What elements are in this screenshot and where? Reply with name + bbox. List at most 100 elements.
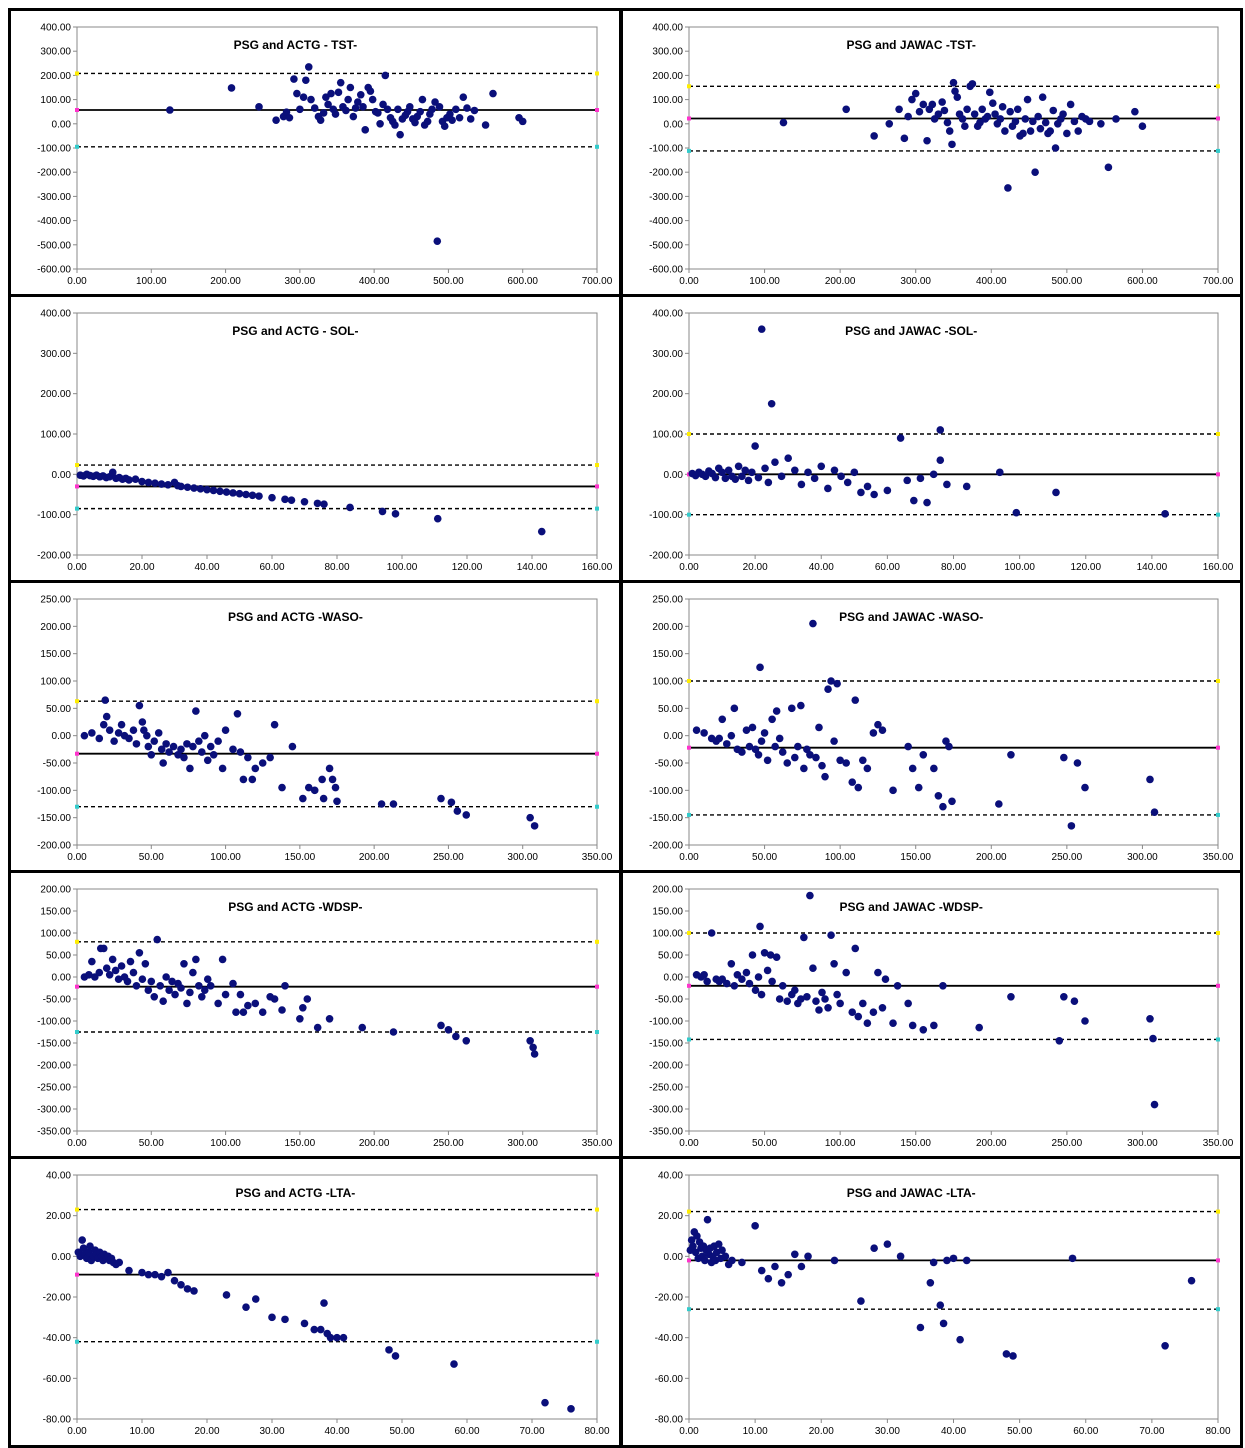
data-point (754, 473, 763, 482)
data-point (738, 472, 746, 481)
x-tick-label: 80.00 (584, 1426, 609, 1437)
data-point (433, 514, 442, 523)
data-point (1031, 168, 1039, 176)
data-point (117, 720, 126, 729)
data-point (186, 988, 194, 997)
mean-line-end-marker (1216, 983, 1220, 988)
data-point (385, 1346, 393, 1354)
charts-grid: 400.00 300.00 200.00 100.00 0.00 -100.00 -200.… (8, 8, 1243, 1448)
data-point (943, 1256, 951, 1265)
data-point (299, 1004, 307, 1012)
data-point (206, 982, 215, 990)
lower-line-end-marker (75, 506, 79, 511)
data-point (988, 99, 997, 108)
data-point (908, 1021, 917, 1030)
data-point (800, 933, 808, 942)
data-point (232, 1008, 240, 1016)
data-point (319, 109, 328, 117)
data-point (302, 76, 310, 85)
data-point (325, 764, 334, 773)
data-point (379, 100, 387, 109)
data-point (991, 110, 999, 118)
data-point (366, 87, 375, 95)
data-point (196, 485, 205, 493)
data-point (857, 1297, 865, 1305)
data-point (156, 982, 164, 990)
data-point (727, 960, 736, 968)
y-tick-label: -100.00 (649, 510, 683, 521)
upper-line-end-marker (595, 463, 599, 468)
data-point (168, 977, 176, 986)
x-tick-label: 50.00 (752, 1138, 777, 1149)
y-tick-label: 300.00 (652, 349, 683, 360)
x-tick-label: 0.00 (67, 852, 87, 863)
data-point (203, 756, 212, 765)
chart-panel-6: 250.00 200.00 150.00 100.00 50.00 0.00 -50.00 -… (620, 580, 1243, 874)
data-point (244, 753, 252, 762)
data-point (948, 797, 956, 806)
chart-panel-10: 40.00 20.00 0.00 -20.00 -40.00 -60.00 -80.00 0.… (620, 1156, 1243, 1448)
data-point (810, 474, 819, 483)
data-point (304, 63, 313, 71)
upper-line-end-marker (595, 71, 599, 76)
data-point (771, 458, 779, 467)
data-point (693, 1232, 701, 1240)
lower-line-end-marker (595, 804, 599, 809)
data-point (827, 677, 835, 685)
data-point (830, 466, 839, 475)
data-point (304, 783, 313, 792)
chart-title: PSG and ACTG -WASO- (228, 610, 363, 624)
data-point (229, 979, 237, 988)
data-point (270, 995, 279, 1003)
data-point (949, 1254, 958, 1263)
data-point (1059, 110, 1067, 118)
x-tick-label: 40.00 (194, 562, 219, 573)
data-point (878, 726, 887, 734)
mean-line-end-marker (75, 751, 79, 756)
x-tick-label: 150.00 (285, 1138, 316, 1149)
data-point (904, 742, 912, 751)
data-point (806, 751, 814, 759)
data-point (239, 775, 248, 784)
data-point (896, 1252, 905, 1261)
scatter-chart: 40.0020.000.00-20.00-40.00-60.00-80.000.… (43, 1171, 610, 1438)
upper-line-end-marker (687, 432, 691, 436)
data-point (147, 977, 156, 986)
lower-line-end-marker (75, 144, 79, 149)
data-point (125, 476, 133, 484)
data-point (929, 1258, 938, 1267)
y-tick-label: -200.00 (649, 841, 683, 852)
upper-line-end-marker (1216, 679, 1220, 683)
data-point (751, 986, 760, 994)
data-point (869, 1008, 878, 1016)
mean-line-end-marker (75, 484, 79, 489)
data-point (827, 931, 835, 939)
chart-panel-1: 400.00 300.00 200.00 100.00 0.00 -100.00 -200.… (8, 8, 622, 298)
data-point (376, 120, 384, 128)
data-point (1161, 510, 1169, 518)
data-point (346, 83, 355, 92)
x-tick-label: 100.00 (387, 562, 418, 573)
data-point (383, 105, 392, 114)
data-point (144, 478, 153, 487)
lower-line-end-marker (687, 1307, 691, 1312)
upper-line-end-marker (595, 939, 599, 944)
data-point (470, 106, 479, 115)
data-point (446, 110, 454, 118)
data-point (809, 964, 817, 972)
data-point (784, 1270, 792, 1279)
data-point (804, 468, 812, 477)
data-point (447, 798, 456, 807)
y-tick-label: 100.00 (652, 430, 683, 441)
data-point (206, 742, 215, 751)
data-point (189, 742, 197, 751)
data-point (394, 105, 402, 114)
data-point (108, 955, 117, 964)
data-point (147, 751, 156, 759)
data-point (936, 456, 945, 465)
x-tick-label: 80.00 (1205, 1426, 1230, 1437)
x-tick-label: 40.00 (809, 562, 834, 573)
data-point (153, 935, 162, 944)
data-point (342, 106, 350, 115)
data-point (817, 462, 826, 471)
